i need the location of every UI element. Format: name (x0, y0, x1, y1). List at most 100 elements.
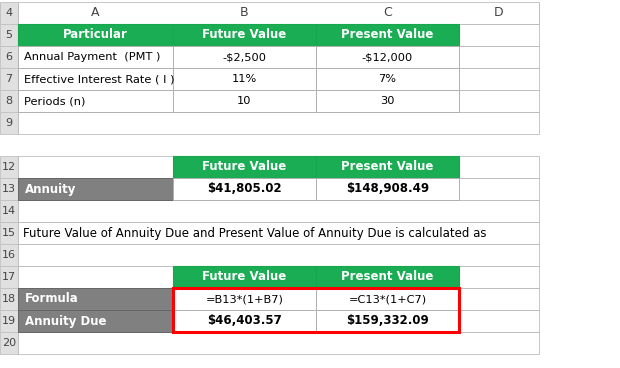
Text: =B13*(1+B7): =B13*(1+B7) (206, 294, 283, 304)
Text: 10: 10 (237, 96, 252, 106)
Bar (316, 24, 459, 46)
Text: Present Value: Present Value (342, 28, 433, 42)
Bar (316, 3, 459, 23)
Text: 30: 30 (380, 96, 395, 106)
Bar (316, 46, 459, 68)
Text: B: B (240, 7, 249, 20)
Text: 19: 19 (2, 316, 16, 326)
Bar (0, 222, 18, 244)
Bar (0, 178, 18, 200)
Text: $41,805.02: $41,805.02 (207, 183, 282, 195)
Text: 15: 15 (2, 228, 16, 238)
Bar (173, 288, 459, 332)
Text: 18: 18 (2, 294, 16, 304)
Bar (18, 68, 539, 90)
Bar (173, 46, 316, 68)
Text: =C13*(1+C7): =C13*(1+C7) (348, 294, 427, 304)
Bar (173, 288, 316, 310)
Bar (316, 178, 459, 200)
Bar (18, 3, 173, 23)
Bar (0, 24, 18, 46)
Bar (18, 24, 173, 46)
Bar (316, 90, 459, 112)
Bar (18, 178, 539, 200)
Bar (18, 288, 173, 310)
Text: Periods (n): Periods (n) (24, 96, 86, 106)
Bar (316, 156, 459, 178)
Bar (173, 266, 316, 288)
Bar (18, 266, 539, 288)
Bar (0, 90, 18, 112)
Bar (0, 310, 18, 332)
Bar (18, 2, 539, 24)
Text: 4: 4 (6, 8, 12, 18)
Bar (18, 112, 539, 134)
Text: $159,332.09: $159,332.09 (346, 315, 429, 328)
Text: C: C (383, 7, 392, 20)
Text: 17: 17 (2, 272, 16, 282)
Bar (0, 244, 18, 266)
Text: 7%: 7% (378, 74, 397, 84)
Bar (0, 3, 18, 23)
Bar (173, 178, 316, 200)
Bar (18, 244, 539, 266)
Bar (18, 46, 173, 68)
Bar (0, 332, 18, 354)
Bar (459, 3, 539, 23)
Bar (18, 24, 539, 46)
Bar (173, 156, 316, 178)
Bar (173, 310, 316, 332)
Text: 12: 12 (2, 162, 16, 172)
Bar (0, 112, 18, 134)
Bar (316, 288, 459, 310)
Bar (18, 178, 173, 200)
Text: Present Value: Present Value (342, 160, 433, 173)
Bar (316, 266, 459, 288)
Bar (173, 90, 316, 112)
Bar (0, 68, 18, 90)
Text: A: A (91, 7, 100, 20)
Text: -$12,000: -$12,000 (362, 52, 413, 62)
Bar (0, 46, 18, 68)
Text: 7: 7 (6, 74, 12, 84)
Bar (18, 156, 539, 178)
Text: 14: 14 (2, 206, 16, 216)
Bar (18, 90, 539, 112)
Text: Annuity Due: Annuity Due (25, 315, 107, 328)
Text: -$2,500: -$2,500 (223, 52, 267, 62)
Bar (0, 288, 18, 310)
Bar (0, 266, 18, 288)
Bar (0, 156, 18, 178)
Text: D: D (494, 7, 504, 20)
Text: Future Value: Future Value (202, 160, 286, 173)
Text: Future Value: Future Value (202, 270, 286, 283)
Text: Present Value: Present Value (342, 270, 433, 283)
Text: 16: 16 (2, 250, 16, 260)
Bar (18, 90, 173, 112)
Bar (173, 68, 316, 90)
Text: Annuity: Annuity (25, 183, 76, 195)
Bar (18, 200, 539, 222)
Text: 8: 8 (6, 96, 12, 106)
Bar (173, 3, 316, 23)
Text: Effective Interest Rate ( I ): Effective Interest Rate ( I ) (24, 74, 174, 84)
Bar (18, 288, 539, 310)
Text: 6: 6 (6, 52, 12, 62)
Bar (316, 68, 459, 90)
Bar (18, 310, 173, 332)
Text: Future Value: Future Value (202, 28, 286, 42)
Text: Particular: Particular (63, 28, 128, 42)
Text: 20: 20 (2, 338, 16, 348)
Bar (0, 2, 18, 24)
Text: $46,403.57: $46,403.57 (207, 315, 282, 328)
Text: $148,908.49: $148,908.49 (346, 183, 429, 195)
Bar (0, 200, 18, 222)
Bar (18, 46, 539, 68)
Bar (316, 310, 459, 332)
Text: 13: 13 (2, 184, 16, 194)
Bar (18, 68, 173, 90)
Text: 5: 5 (6, 30, 12, 40)
Text: 11%: 11% (232, 74, 257, 84)
Bar (18, 310, 539, 332)
Bar (18, 332, 539, 354)
